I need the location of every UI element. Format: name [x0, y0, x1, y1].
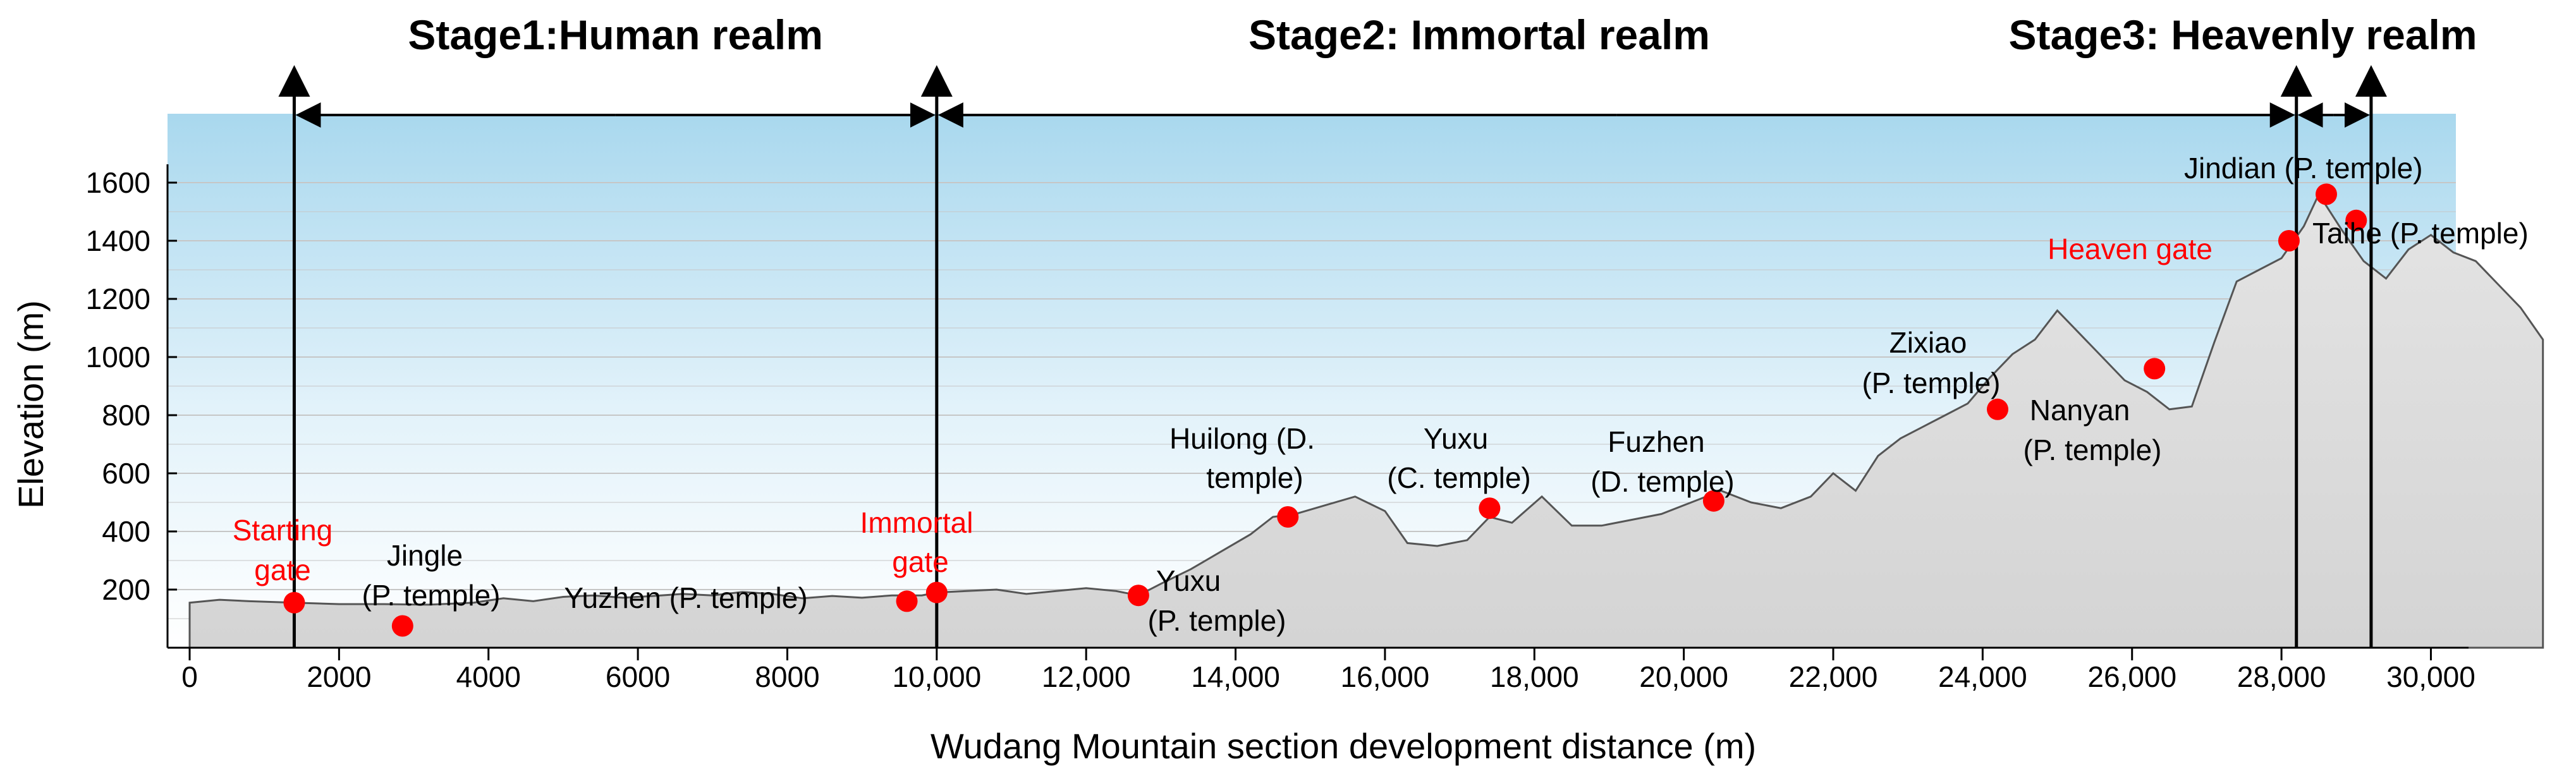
x-tick-label: 26,000: [2087, 660, 2176, 693]
x-tick-label: 20,000: [1639, 660, 1728, 693]
y-tick-label: 1000: [86, 341, 150, 373]
x-tick-label: 10,000: [892, 660, 981, 693]
label-jingle-1: Jingle: [387, 539, 463, 572]
temple-marker: [1277, 506, 1299, 528]
x-tick-label: 18,000: [1490, 660, 1579, 693]
y-tick-label: 1200: [86, 282, 150, 315]
x-tick-label: 2000: [307, 660, 371, 693]
label-huilong-1: Huilong (D.: [1169, 422, 1315, 455]
stage-1-title: Stage1:Human realm: [408, 11, 823, 58]
label-yuzhen: Yuzhen (P. temple): [564, 581, 807, 614]
label-zixiao-1: Zixiao: [1889, 326, 1967, 359]
temple-marker: [2144, 358, 2166, 380]
temple-marker: [925, 581, 948, 603]
label-immortal-gate-1: Immortal: [860, 506, 974, 539]
label-yuxu-p-2: (P. temple): [1147, 604, 1286, 637]
x-tick-label: 14,000: [1191, 660, 1280, 693]
x-tick-label: 0: [181, 660, 198, 693]
y-tick-label: 1600: [86, 166, 150, 199]
label-starting-gate-2: gate: [254, 554, 311, 586]
stage-3-title: Stage3: Heavenly realm: [2008, 11, 2477, 58]
temple-marker: [1702, 490, 1724, 512]
temple-marker: [1987, 398, 2008, 420]
y-axis-ticks: 200 400 600 800 1000 1200 1400 1600: [86, 166, 177, 606]
temple-marker: [391, 615, 413, 637]
label-huilong-2: temple): [1206, 461, 1303, 494]
label-yuxu-p-1: Yuxu: [1156, 564, 1221, 597]
temple-marker: [1479, 497, 1501, 519]
x-tick-label: 16,000: [1341, 660, 1430, 693]
x-tick-label: 30,000: [2386, 660, 2475, 693]
x-axis-title: Wudang Mountain section development dist…: [931, 726, 1756, 766]
temple-marker: [1127, 585, 1149, 607]
label-heaven-gate: Heaven gate: [2048, 233, 2213, 265]
label-zixiao-2: (P. temple): [1862, 367, 2000, 399]
temple-points: [283, 183, 2367, 637]
temple-marker: [2278, 230, 2300, 252]
y-tick-label: 1400: [86, 224, 150, 257]
y-tick-label: 600: [102, 457, 150, 490]
label-fuzhen-1: Fuzhen: [1608, 425, 1704, 458]
stage-boundaries: [278, 65, 2387, 648]
label-nanyan-1: Nanyan: [2030, 394, 2130, 427]
label-yuxu-c-1: Yuxu: [1424, 422, 1488, 455]
label-jingle-2: (P. temple): [362, 579, 500, 612]
y-tick-label: 400: [102, 515, 150, 548]
x-tick-label: 6000: [606, 660, 670, 693]
x-axis-ticks: 0 2000 4000 6000 8000 10,000 12,000 14,000 16,00…: [181, 648, 2475, 693]
label-taihe: Taihe (P. temple): [2312, 217, 2529, 250]
y-axis-title: Elevation (m): [11, 300, 51, 509]
y-tick-label: 800: [102, 399, 150, 432]
x-tick-label: 8000: [755, 660, 819, 693]
label-starting-gate-1: Starting: [233, 514, 333, 547]
x-tick-label: 4000: [456, 660, 521, 693]
elevation-profile: [188, 192, 2544, 649]
label-immortal-gate-2: gate: [892, 545, 949, 578]
temple-marker: [2316, 183, 2337, 205]
label-yuxu-c-2: (C. temple): [1387, 461, 1530, 494]
x-tick-label: 24,000: [1938, 660, 2027, 693]
label-fuzhen-2: (D. temple): [1590, 465, 1734, 498]
temple-marker: [896, 590, 918, 612]
label-nanyan-2: (P. temple): [2023, 433, 2161, 466]
x-tick-label: 12,000: [1042, 660, 1131, 693]
label-jindian: Jindian (P. temple): [2184, 152, 2423, 185]
temple-marker: [2345, 209, 2367, 231]
x-tick-label: 22,000: [1789, 660, 1878, 693]
x-tick-label: 28,000: [2237, 660, 2326, 693]
stage-2-title: Stage2: Immortal realm: [1248, 11, 1710, 58]
y-tick-label: 200: [102, 573, 150, 606]
temple-marker: [283, 591, 305, 614]
